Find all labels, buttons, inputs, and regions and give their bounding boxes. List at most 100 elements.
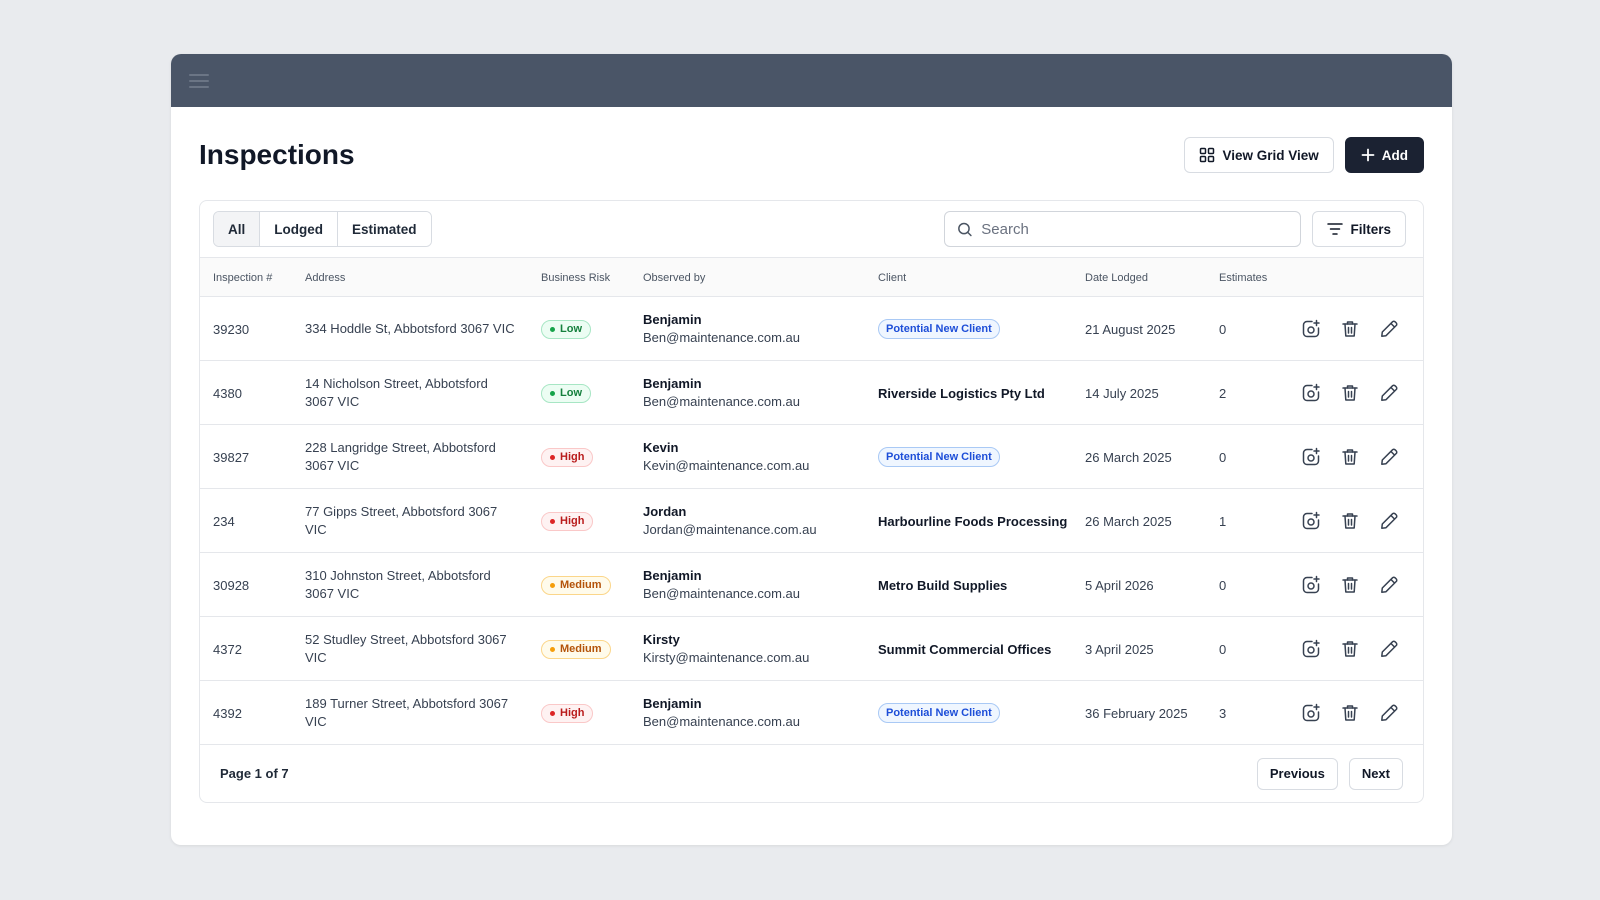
address-cell: 228 Langridge Street, Abbotsford 3067 VI… <box>305 440 496 473</box>
app-window: Inspections View Grid View Add All Lodge… <box>171 54 1452 845</box>
add-photo-icon <box>1302 575 1320 594</box>
add-button[interactable]: Add <box>1344 137 1424 173</box>
risk-label: Low <box>560 323 582 335</box>
address-cell: 77 Gipps Street, Abbotsford 3067 VIC <box>305 504 498 537</box>
date-lodged: 26 March 2025 <box>1085 513 1172 529</box>
col-estimates[interactable]: Estimates <box>1219 271 1268 284</box>
observer-email: Kevin@maintenance.com.au <box>643 458 810 473</box>
pencil-icon <box>1381 512 1398 529</box>
estimates-count: 0 <box>1219 641 1227 657</box>
trash-icon <box>1342 641 1358 657</box>
inspection-number: 234 <box>213 513 235 529</box>
table-row[interactable]: 39230 334 Hoddle St, Abbotsford 3067 VIC L… <box>200 297 1423 361</box>
risk-badge: Medium <box>541 575 611 595</box>
add-photo-icon <box>1302 639 1320 658</box>
date-lodged: 3 April 2025 <box>1085 641 1154 657</box>
table-body: 39230 334 Hoddle St, Abbotsford 3067 VIC L… <box>200 297 1423 745</box>
inspections-table-card: All Lodged Estimated Filters Inspection … <box>199 200 1424 803</box>
edit-button[interactable] <box>1378 318 1400 340</box>
tab-estimated[interactable]: Estimated <box>338 212 431 246</box>
inspection-number: 39827 <box>213 449 250 465</box>
col-observed-by[interactable]: Observed by <box>643 271 706 284</box>
filters-button[interactable]: Filters <box>1312 211 1406 247</box>
edit-button[interactable] <box>1378 702 1400 724</box>
estimates-count: 0 <box>1219 577 1227 593</box>
edit-button[interactable] <box>1378 510 1400 532</box>
risk-dot-icon <box>550 390 555 396</box>
header-actions: View Grid View Add <box>1184 137 1424 173</box>
estimates-count: 0 <box>1219 321 1227 337</box>
estimates-count: 3 <box>1219 705 1227 721</box>
add-photo-button[interactable] <box>1300 638 1322 660</box>
add-photo-icon <box>1302 511 1320 530</box>
observer-name: Benjamin <box>643 696 702 711</box>
delete-button[interactable] <box>1339 446 1361 468</box>
previous-button[interactable]: Previous <box>1256 757 1338 790</box>
delete-button[interactable] <box>1339 574 1361 596</box>
tab-lodged[interactable]: Lodged <box>260 212 339 246</box>
table-row[interactable]: 4392 189 Turner Street, Abbotsford 3067 V… <box>200 681 1423 745</box>
search-icon <box>958 222 973 236</box>
edit-button[interactable] <box>1378 574 1400 596</box>
risk-dot-icon <box>550 582 555 588</box>
table-footer: Page 1 of 7 Previous Next <box>200 745 1423 802</box>
inspection-number: 4372 <box>213 641 242 657</box>
delete-button[interactable] <box>1339 382 1361 404</box>
delete-button[interactable] <box>1339 510 1361 532</box>
add-photo-icon <box>1302 319 1320 338</box>
add-photo-button[interactable] <box>1300 318 1322 340</box>
next-button[interactable]: Next <box>1348 757 1403 790</box>
delete-button[interactable] <box>1339 702 1361 724</box>
col-date-lodged[interactable]: Date Lodged <box>1085 271 1148 284</box>
estimates-count: 0 <box>1219 449 1227 465</box>
edit-button[interactable] <box>1378 382 1400 404</box>
view-grid-button[interactable]: View Grid View <box>1184 137 1334 173</box>
table-row[interactable]: 4380 14 Nicholson Street, Abbotsford 3067… <box>200 361 1423 425</box>
risk-badge: Low <box>541 319 591 339</box>
table-row[interactable]: 30928 310 Johnston Street, Abbotsford 306… <box>200 553 1423 617</box>
observed-by-cell: Jordan Jordan@maintenance.com.au <box>643 489 817 553</box>
date-lodged: 36 February 2025 <box>1085 705 1188 721</box>
col-business-risk[interactable]: Business Risk <box>541 271 611 284</box>
tab-all[interactable]: All <box>214 212 261 246</box>
table-row[interactable]: 4372 52 Studley Street, Abbotsford 3067 V… <box>200 617 1423 681</box>
add-photo-button[interactable] <box>1300 702 1322 724</box>
add-photo-button[interactable] <box>1300 382 1322 404</box>
row-actions <box>1300 297 1400 361</box>
table-row[interactable]: 39827 228 Langridge Street, Abbotsford 30… <box>200 425 1423 489</box>
client-badge: Potential New Client <box>878 447 1000 467</box>
add-photo-button[interactable] <box>1300 510 1322 532</box>
observed-by-cell: Benjamin Ben@maintenance.com.au <box>643 297 800 361</box>
inspection-number: 30928 <box>213 577 250 593</box>
observer-name: Benjamin <box>643 312 702 327</box>
search-input[interactable] <box>981 220 1289 238</box>
estimates-count: 2 <box>1219 385 1227 401</box>
add-photo-button[interactable] <box>1300 446 1322 468</box>
inspection-number: 4380 <box>213 385 242 401</box>
edit-button[interactable] <box>1378 638 1400 660</box>
observer-name: Kirsty <box>643 632 680 647</box>
col-address[interactable]: Address <box>305 271 346 284</box>
row-actions <box>1300 681 1400 745</box>
client-cell: Potential New Client <box>878 681 1000 745</box>
risk-dot-icon <box>550 710 555 716</box>
menu-icon[interactable] <box>189 73 209 88</box>
delete-button[interactable] <box>1339 318 1361 340</box>
pencil-icon <box>1381 576 1398 593</box>
business-risk-cell: High <box>541 489 594 553</box>
observer-email: Ben@maintenance.com.au <box>643 394 801 409</box>
filter-icon <box>1327 223 1344 235</box>
table-row[interactable]: 234 77 Gipps Street, Abbotsford 3067 VIC H… <box>200 489 1423 553</box>
add-photo-button[interactable] <box>1300 574 1322 596</box>
col-client[interactable]: Client <box>878 271 907 284</box>
risk-label: High <box>560 515 585 527</box>
risk-label: Medium <box>560 643 602 655</box>
pagination: Previous Next <box>1256 757 1403 790</box>
date-lodged: 5 April 2026 <box>1085 577 1154 593</box>
business-risk-cell: Medium <box>541 617 611 681</box>
col-inspection[interactable]: Inspection # <box>213 271 273 284</box>
observer-name: Benjamin <box>643 568 702 583</box>
delete-button[interactable] <box>1339 638 1361 660</box>
edit-button[interactable] <box>1378 446 1400 468</box>
row-actions <box>1300 553 1400 617</box>
